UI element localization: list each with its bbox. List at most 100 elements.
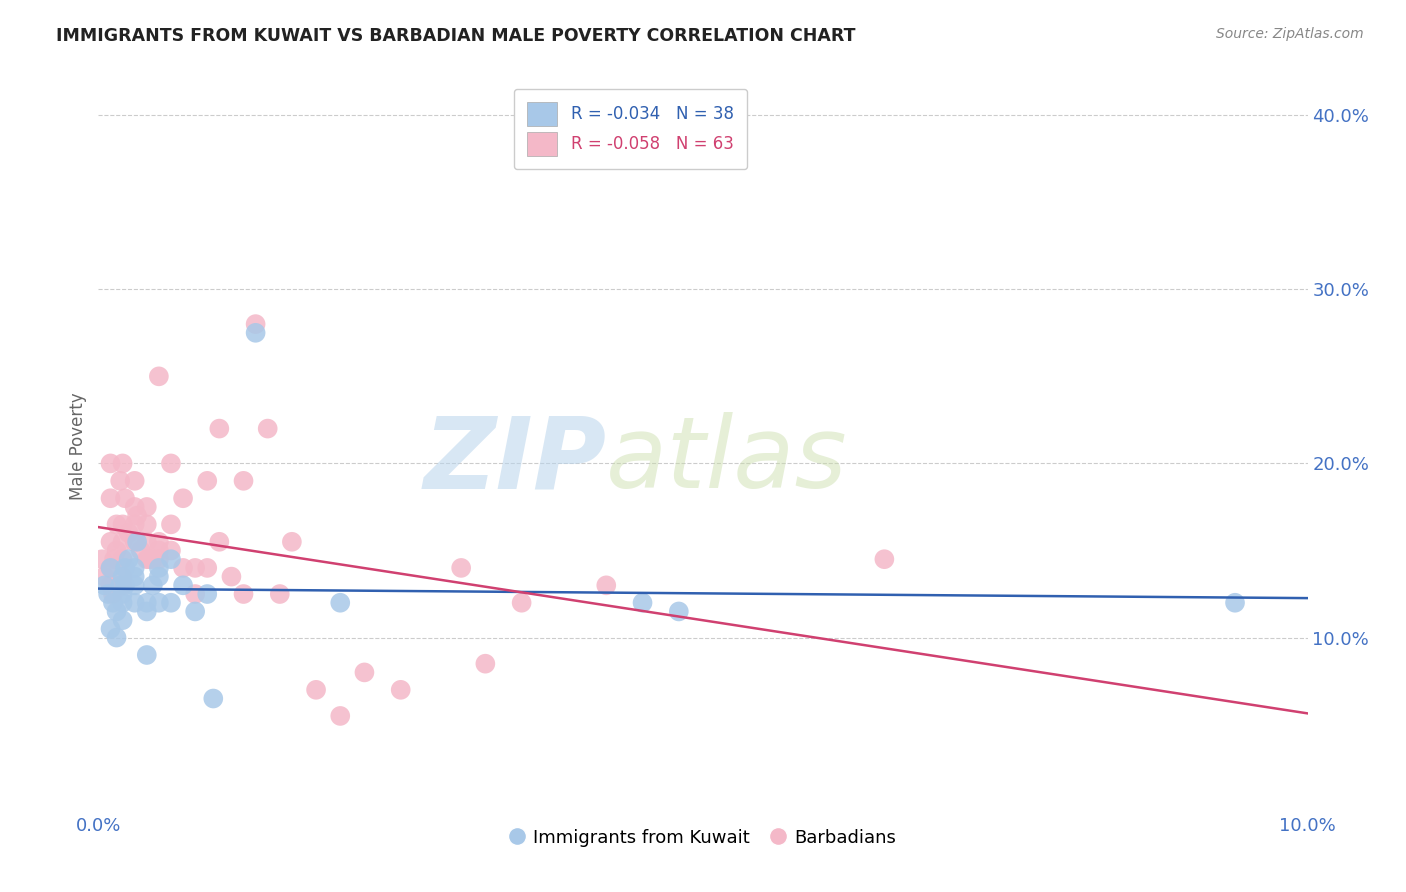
- Point: [160, 543, 183, 558]
- Point: [389, 682, 412, 697]
- Point: [135, 648, 157, 662]
- Point: [148, 561, 170, 575]
- Point: [148, 569, 170, 583]
- Point: [111, 534, 134, 549]
- Point: [91, 552, 114, 566]
- Point: [124, 500, 146, 514]
- Point: [111, 587, 134, 601]
- Point: [111, 613, 134, 627]
- Point: [111, 517, 134, 532]
- Point: [160, 596, 183, 610]
- Point: [135, 552, 157, 566]
- Y-axis label: Male Poverty: Male Poverty: [69, 392, 87, 500]
- Point: [135, 500, 157, 514]
- Point: [135, 534, 157, 549]
- Point: [100, 561, 122, 575]
- Point: [101, 596, 124, 610]
- Point: [103, 552, 125, 566]
- Point: [127, 534, 149, 549]
- Point: [114, 491, 136, 506]
- Point: [124, 561, 146, 575]
- Point: [160, 552, 183, 566]
- Legend: Immigrants from Kuwait, Barbadians: Immigrants from Kuwait, Barbadians: [502, 822, 904, 854]
- Point: [281, 534, 304, 549]
- Point: [118, 552, 141, 566]
- Point: [100, 622, 122, 636]
- Point: [148, 543, 170, 558]
- Point: [873, 552, 896, 566]
- Point: [208, 421, 231, 435]
- Point: [160, 517, 183, 532]
- Point: [142, 578, 165, 592]
- Point: [148, 534, 170, 549]
- Point: [111, 457, 134, 471]
- Point: [97, 587, 120, 601]
- Point: [172, 491, 194, 506]
- Point: [1223, 596, 1246, 610]
- Point: [105, 631, 128, 645]
- Point: [124, 578, 146, 592]
- Point: [195, 561, 218, 575]
- Point: [135, 517, 157, 532]
- Point: [668, 604, 690, 618]
- Point: [208, 534, 231, 549]
- Point: [148, 369, 170, 384]
- Point: [93, 578, 115, 592]
- Point: [329, 596, 352, 610]
- Point: [172, 561, 194, 575]
- Point: [111, 596, 134, 610]
- Point: [329, 709, 352, 723]
- Point: [595, 578, 617, 592]
- Point: [114, 561, 136, 575]
- Point: [105, 543, 128, 558]
- Point: [105, 604, 128, 618]
- Point: [184, 604, 207, 618]
- Text: atlas: atlas: [606, 412, 848, 509]
- Point: [160, 457, 183, 471]
- Point: [100, 491, 122, 506]
- Point: [245, 317, 267, 331]
- Point: [129, 543, 152, 558]
- Point: [232, 587, 254, 601]
- Point: [135, 604, 157, 618]
- Point: [172, 578, 194, 592]
- Point: [195, 474, 218, 488]
- Point: [232, 474, 254, 488]
- Point: [124, 569, 146, 583]
- Point: [450, 561, 472, 575]
- Point: [111, 569, 134, 583]
- Point: [114, 578, 136, 592]
- Point: [124, 474, 146, 488]
- Point: [184, 561, 207, 575]
- Point: [111, 552, 134, 566]
- Point: [135, 596, 157, 610]
- Point: [124, 534, 146, 549]
- Point: [108, 578, 131, 592]
- Text: Source: ZipAtlas.com: Source: ZipAtlas.com: [1216, 27, 1364, 41]
- Point: [184, 587, 207, 601]
- Point: [101, 587, 124, 601]
- Point: [221, 569, 243, 583]
- Point: [142, 552, 165, 566]
- Point: [118, 526, 141, 541]
- Point: [353, 665, 375, 680]
- Point: [100, 534, 122, 549]
- Point: [474, 657, 496, 671]
- Point: [631, 596, 654, 610]
- Point: [100, 561, 122, 575]
- Point: [269, 587, 291, 601]
- Point: [105, 517, 128, 532]
- Text: IMMIGRANTS FROM KUWAIT VS BARBADIAN MALE POVERTY CORRELATION CHART: IMMIGRANTS FROM KUWAIT VS BARBADIAN MALE…: [56, 27, 856, 45]
- Point: [148, 552, 170, 566]
- Point: [127, 508, 149, 523]
- Point: [100, 578, 122, 592]
- Point: [100, 457, 122, 471]
- Text: ZIP: ZIP: [423, 412, 606, 509]
- Point: [245, 326, 267, 340]
- Point: [510, 596, 533, 610]
- Point: [93, 569, 115, 583]
- Point: [124, 517, 146, 532]
- Point: [111, 578, 134, 592]
- Point: [138, 552, 160, 566]
- Point: [305, 682, 328, 697]
